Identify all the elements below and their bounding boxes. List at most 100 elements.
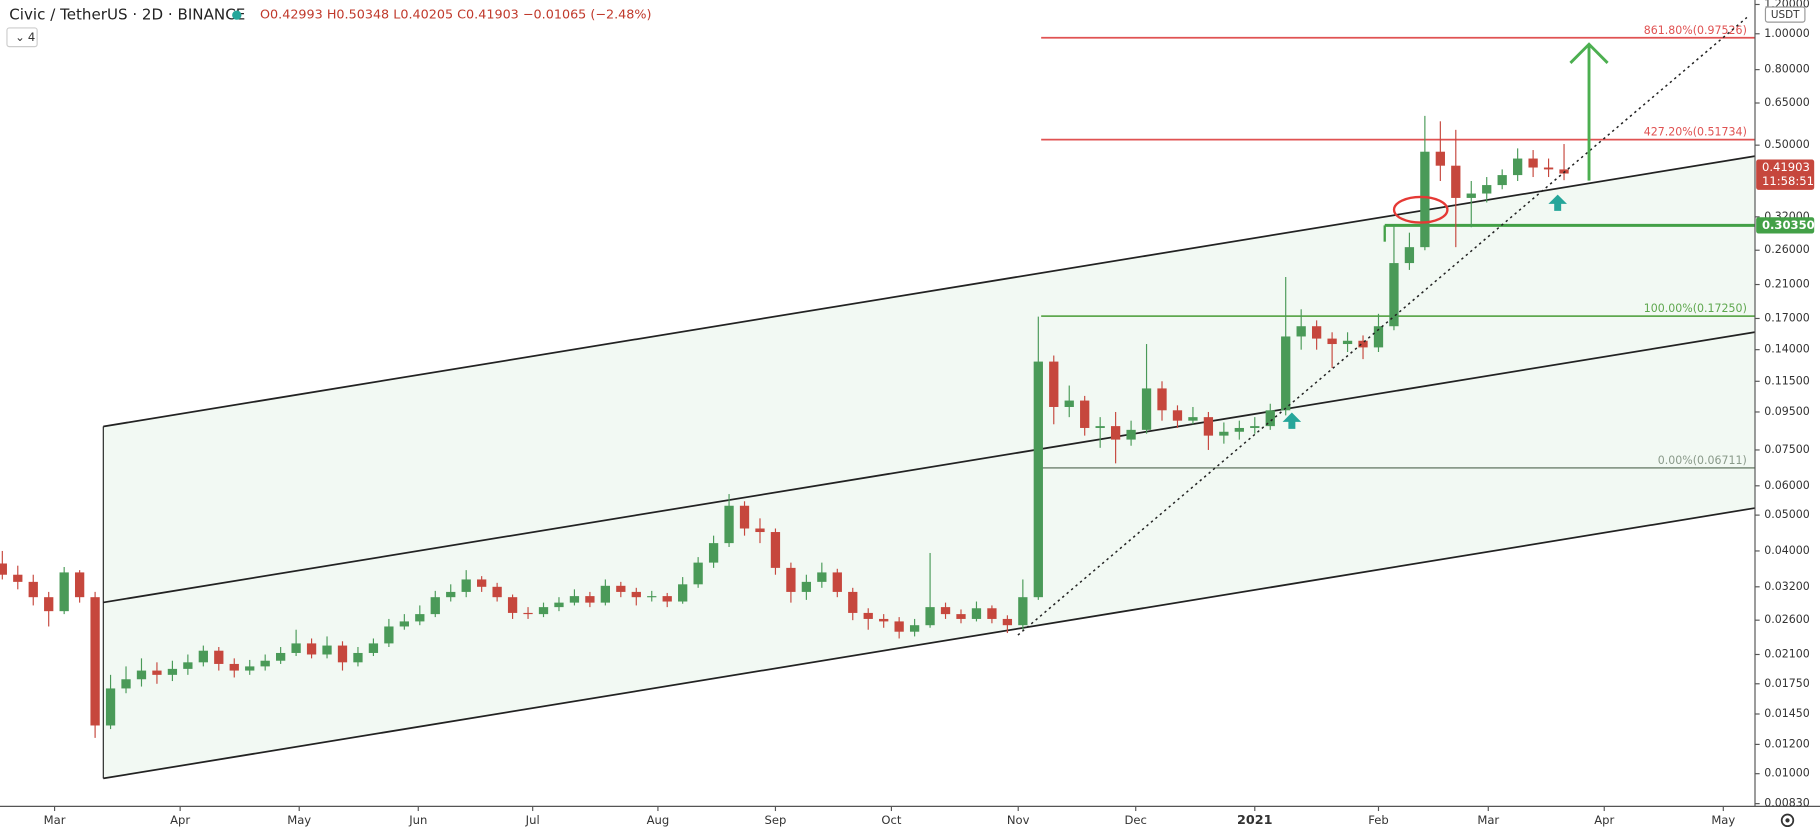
candle-body: [1311, 326, 1322, 339]
candle-body: [399, 621, 409, 627]
candle-body: [770, 532, 781, 568]
candle-body: [832, 572, 842, 592]
indicator-badge: 4: [28, 30, 35, 44]
y-tick-label: 0.11500: [1764, 374, 1810, 387]
channel-mid: [103, 331, 1756, 604]
candle-body: [848, 591, 858, 613]
y-tick-label: 0.03200: [1764, 580, 1810, 593]
candle-body: [1219, 431, 1229, 436]
candle-body: [616, 585, 626, 592]
ohlc-header: O0.42993 H0.50348 L0.40205 C0.41903 −0.0…: [260, 8, 652, 23]
candle-body: [1033, 361, 1043, 598]
candle-body: [291, 643, 301, 653]
indicator-badge-box[interactable]: [6, 27, 38, 48]
x-tick-label: 2021: [1237, 813, 1273, 828]
settings-icon-center: [1785, 818, 1790, 823]
candle-body: [1250, 426, 1260, 428]
candle-body: [1002, 618, 1013, 626]
channel-top: [103, 155, 1756, 428]
channel-bottom: [103, 507, 1756, 780]
candle-body: [461, 579, 471, 592]
candle-body: [245, 666, 255, 671]
candle-body: [755, 528, 765, 533]
candle-body: [0, 563, 7, 575]
y-tick-label: 0.05000: [1764, 508, 1810, 521]
last-price-tag: [1756, 159, 1815, 190]
x-tick-label: May: [287, 813, 311, 827]
y-tick-label: 0.01750: [1764, 677, 1810, 690]
x-tick-label: Jun: [408, 813, 427, 827]
fib-level-label: 0.00%(0.06711): [1658, 454, 1747, 467]
candle-body: [337, 645, 348, 663]
x-tick-label: Mar: [1477, 813, 1499, 827]
y-tick-label: 0.01000: [1764, 767, 1810, 780]
candle-body: [1543, 167, 1554, 170]
support-price: 0.30350: [1762, 218, 1815, 232]
candle-body: [1018, 597, 1028, 626]
candle-body: [925, 607, 935, 626]
candle-body: [678, 584, 688, 602]
breakout-circle: [1392, 195, 1449, 224]
candle-body: [28, 581, 38, 598]
candle-body: [662, 596, 672, 602]
candle-body: [59, 572, 69, 612]
candle-body: [1203, 417, 1214, 436]
candle-body: [384, 626, 394, 644]
candle-body: [1049, 361, 1059, 407]
candle-body: [446, 591, 456, 598]
y-tick-label: 0.14000: [1764, 343, 1810, 356]
candle-body: [1327, 338, 1337, 345]
candle-body: [1110, 426, 1121, 440]
candle-body: [554, 602, 564, 608]
x-tick-label: Sep: [765, 813, 787, 827]
y-tick-label: 1.20000: [1764, 0, 1810, 11]
candle-body: [74, 572, 85, 598]
candle-body: [940, 607, 951, 615]
candle-body: [1420, 151, 1430, 248]
candle-body: [1281, 336, 1291, 411]
x-tick-label: Aug: [647, 813, 670, 827]
candle-body: [631, 591, 641, 598]
candle-body: [693, 562, 703, 585]
x-tick-label: Feb: [1368, 813, 1389, 827]
last-price: 0.41903: [1762, 160, 1810, 174]
x-tick-label: Dec: [1125, 813, 1147, 827]
candle-body: [415, 614, 425, 622]
candle-body: [260, 660, 270, 667]
candle-body: [167, 668, 178, 675]
candle-body: [1157, 388, 1167, 411]
x-tick-label: Jul: [525, 813, 540, 827]
candle-body: [879, 618, 889, 622]
support-price-tag: [1756, 217, 1815, 234]
settings-icon[interactable]: [1780, 813, 1795, 828]
candle-body: [1080, 400, 1090, 428]
candle-body: [987, 608, 997, 619]
bounce-arrow: [1282, 412, 1302, 429]
bounce-arrow: [1548, 194, 1567, 211]
candle-body: [1126, 429, 1136, 440]
y-tick-label: 0.00830: [1764, 797, 1810, 810]
candle-body: [1513, 158, 1523, 176]
candle-body: [1188, 417, 1198, 421]
candle-body: [229, 663, 239, 671]
x-tick-label: Mar: [44, 813, 66, 827]
candle-body: [1141, 388, 1152, 430]
candle-body: [739, 505, 750, 529]
candle-body: [817, 572, 827, 582]
candle-body: [1172, 410, 1183, 421]
candle-body: [1528, 158, 1538, 168]
candle-body: [477, 579, 487, 587]
y-tick-label: 0.80000: [1764, 63, 1810, 76]
candle-body: [214, 650, 224, 664]
trend-dotted: [1017, 16, 1748, 636]
candle-body: [894, 621, 904, 632]
candle-body: [786, 567, 796, 592]
candle-body: [801, 581, 812, 592]
candle-body: [1342, 340, 1353, 345]
candle-body: [1482, 185, 1492, 194]
target-arrow: [1569, 42, 1609, 181]
candle-body: [1373, 326, 1384, 348]
